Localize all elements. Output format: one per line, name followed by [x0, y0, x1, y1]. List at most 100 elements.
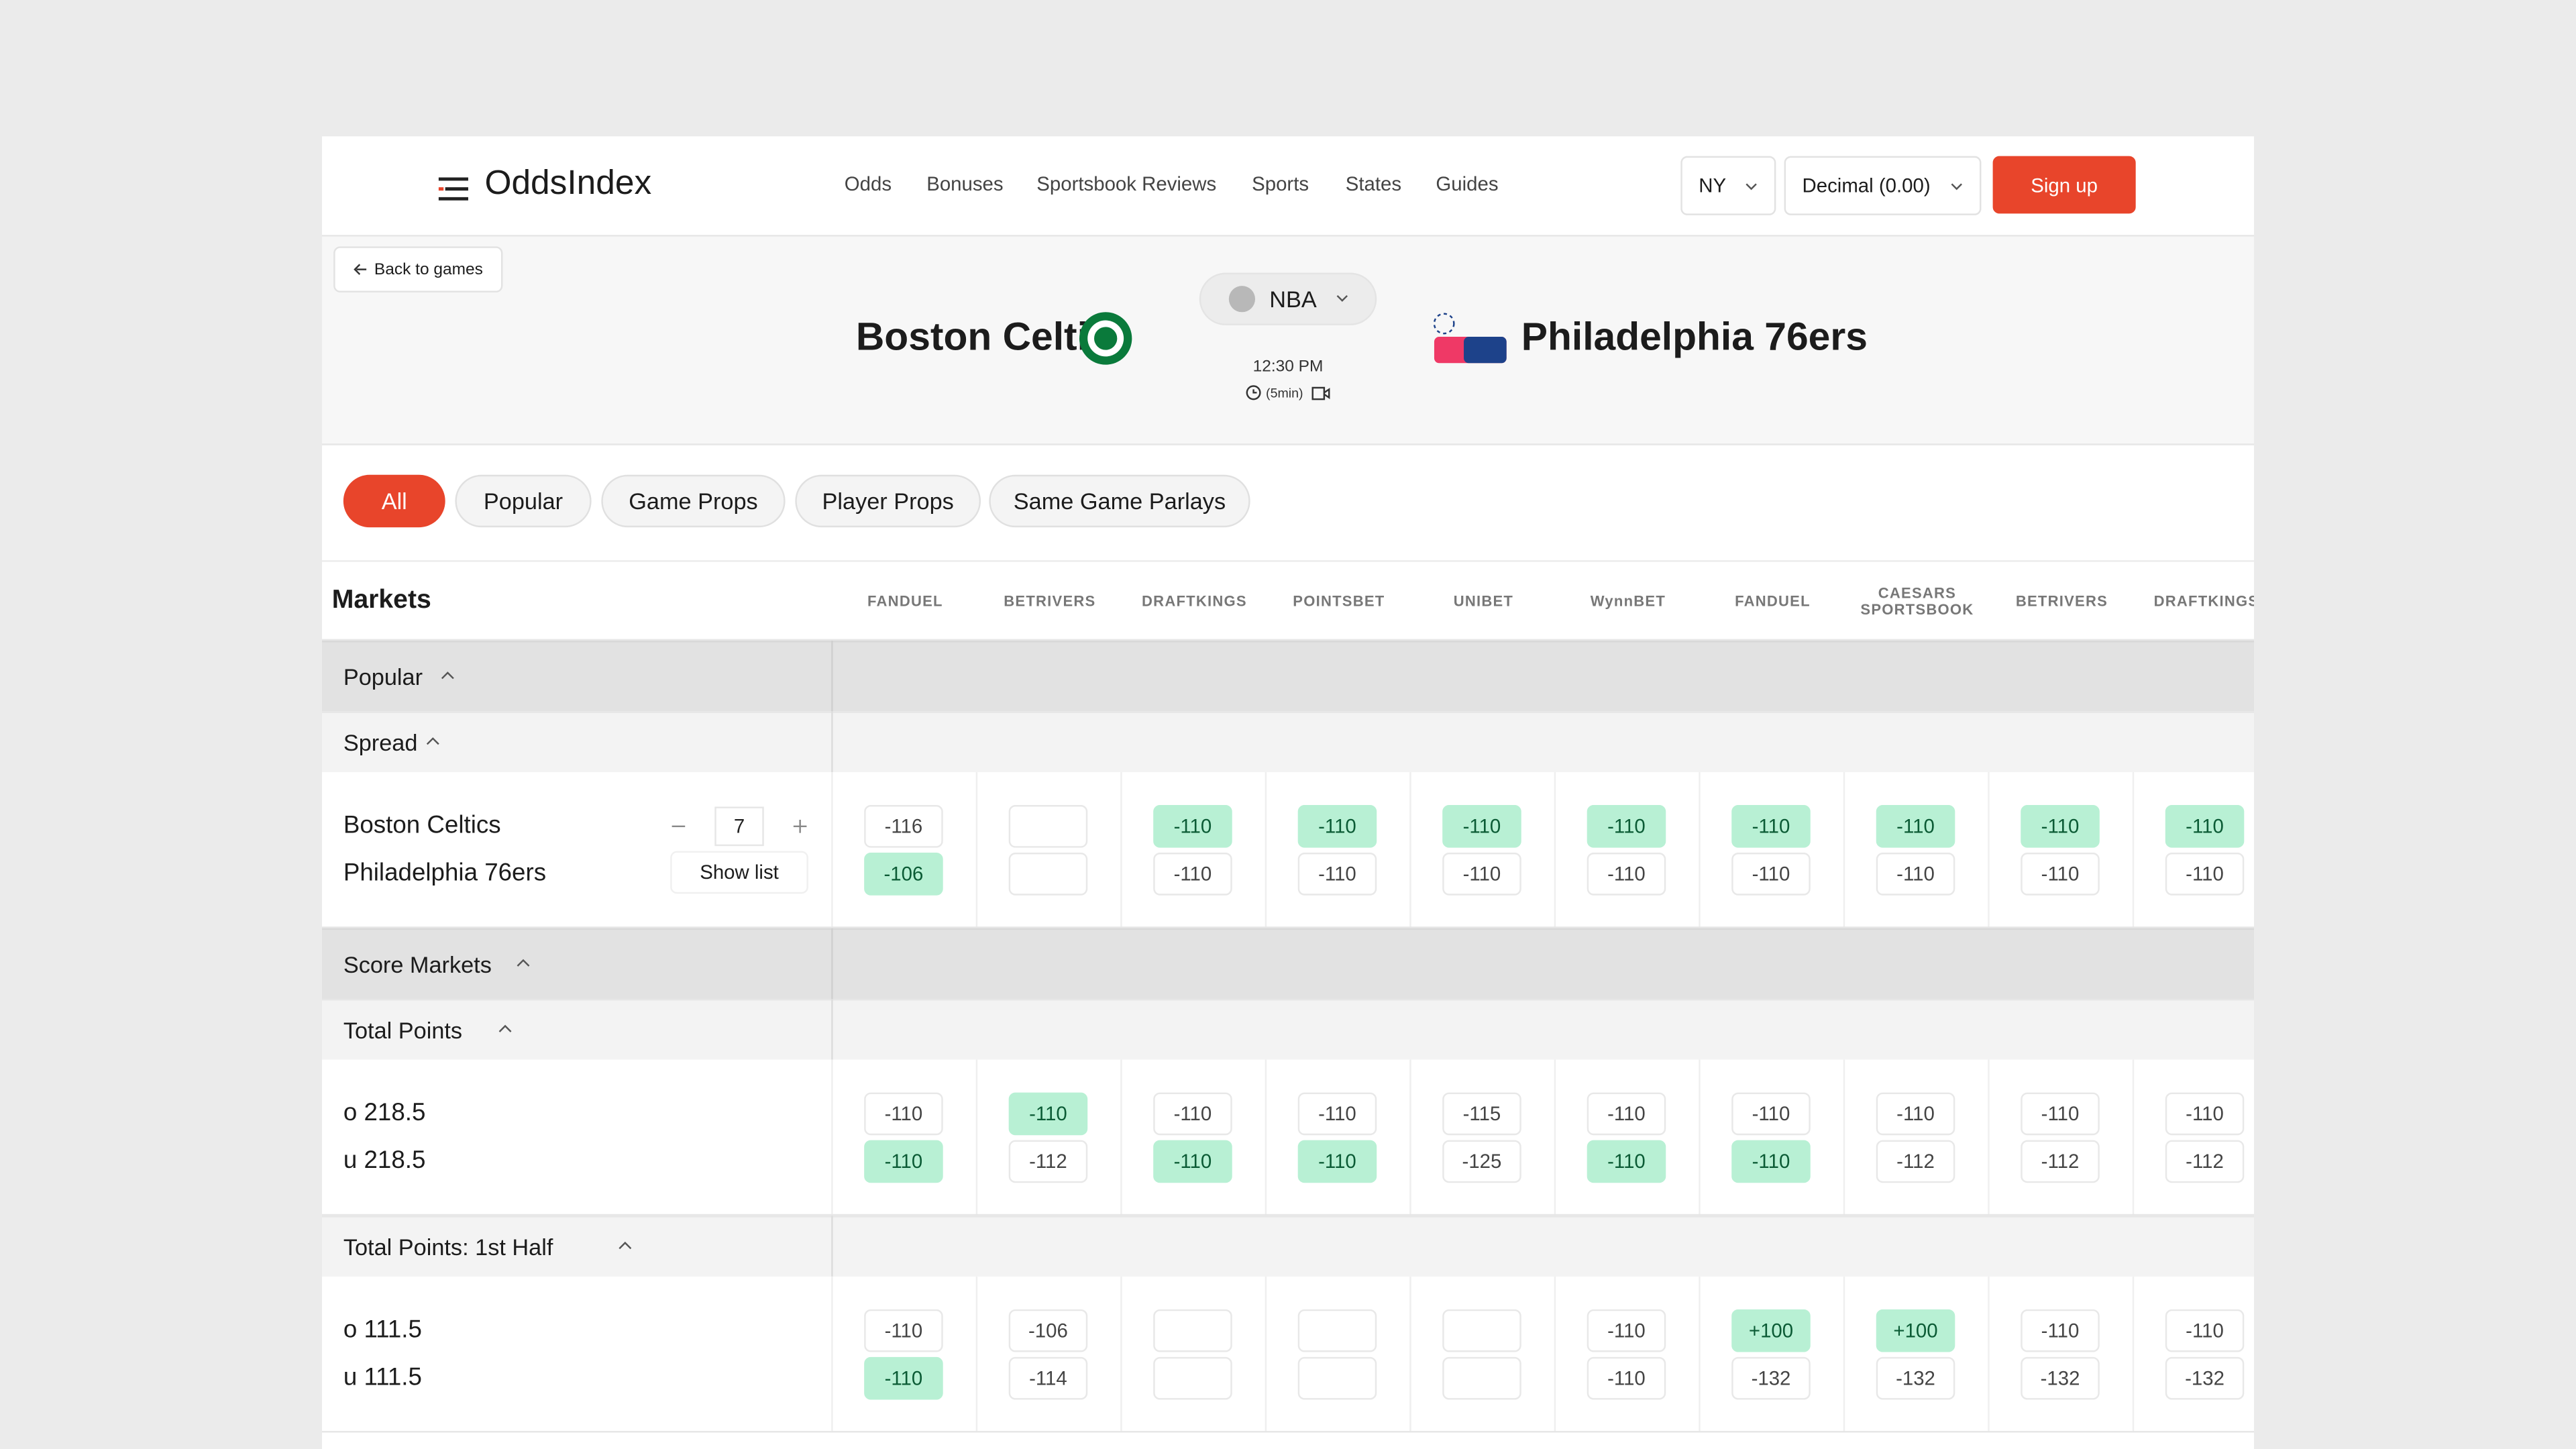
- filter-tab[interactable]: All: [343, 474, 445, 528]
- odds-button[interactable]: -110: [1297, 805, 1377, 848]
- odds-button[interactable]: -110: [1731, 853, 1811, 896]
- odds-button-empty: [1442, 1356, 1521, 1400]
- odds-button[interactable]: -110: [1876, 1092, 1955, 1136]
- nav-link[interactable]: Odds: [844, 172, 892, 196]
- odds-button[interactable]: -110: [2021, 853, 2100, 896]
- odds-button[interactable]: -110: [2165, 805, 2245, 848]
- odds-button[interactable]: -110: [1587, 1356, 1666, 1400]
- sportsbook-logo[interactable]: UNIBET: [1453, 593, 1514, 610]
- odds-button[interactable]: -110: [2021, 1092, 2100, 1136]
- region-select[interactable]: NY: [1680, 156, 1776, 215]
- odds-button[interactable]: -110: [1731, 1092, 1811, 1136]
- filter-tab[interactable]: Same Game Parlays: [989, 474, 1250, 528]
- sportsbook-logo[interactable]: CAESARS SPORTSBOOK: [1860, 584, 1974, 618]
- sportsbook-logo[interactable]: FANDUEL: [1735, 593, 1811, 610]
- odds-button[interactable]: -110: [1008, 1092, 1088, 1136]
- increment[interactable]: [792, 818, 808, 835]
- odds-button[interactable]: -110: [864, 1140, 943, 1183]
- sportsbook-logo[interactable]: FANDUEL: [867, 593, 943, 610]
- filter-tab[interactable]: Game Props: [601, 474, 786, 528]
- column-divider: [1120, 772, 1122, 928]
- market-title[interactable]: Total Points: [343, 1016, 463, 1044]
- filter-tab[interactable]: Player Props: [795, 474, 981, 528]
- odds-button[interactable]: -110: [1297, 1140, 1377, 1183]
- show-list-button[interactable]: Show list: [670, 851, 808, 894]
- odds-button[interactable]: -112: [1876, 1140, 1955, 1183]
- odds-button[interactable]: -110: [1587, 1092, 1666, 1136]
- odds-button[interactable]: -110: [1587, 1309, 1666, 1352]
- odds-button[interactable]: -132: [1731, 1356, 1811, 1400]
- odds-button[interactable]: -106: [1008, 1309, 1088, 1352]
- league-icon: [1228, 286, 1255, 313]
- odds-button[interactable]: -125: [1442, 1140, 1521, 1183]
- sportsbook-logo[interactable]: POINTSBET: [1293, 593, 1385, 610]
- odds-button[interactable]: -110: [1153, 1092, 1232, 1136]
- odds-button[interactable]: -110: [2165, 1092, 2245, 1136]
- odds-button[interactable]: -110: [864, 1356, 943, 1400]
- format-select[interactable]: Decimal (0.00): [1784, 156, 1982, 215]
- odds-button[interactable]: -112: [1008, 1140, 1088, 1183]
- decrement[interactable]: [670, 818, 686, 835]
- odds-button[interactable]: -110: [1153, 853, 1232, 896]
- odds-button[interactable]: -110: [1153, 1140, 1232, 1183]
- odds-button[interactable]: -110: [1297, 853, 1377, 896]
- away-logo: [1433, 313, 1507, 364]
- odds-button[interactable]: -110: [2165, 853, 2245, 896]
- odds-button[interactable]: -110: [1587, 805, 1666, 848]
- line-value[interactable]: 7: [714, 806, 764, 847]
- nav-link[interactable]: Bonuses: [926, 172, 1004, 196]
- sportsbook-logo[interactable]: DRAFTKINGS: [2153, 593, 2255, 610]
- odds-button[interactable]: -112: [2021, 1140, 2100, 1183]
- odds-button[interactable]: -110: [1297, 1092, 1377, 1136]
- odds-button[interactable]: -132: [2165, 1356, 2245, 1400]
- odds-button[interactable]: +100: [1876, 1309, 1955, 1352]
- odds-button[interactable]: -110: [2165, 1309, 2245, 1352]
- odds-button[interactable]: -112: [2165, 1140, 2245, 1183]
- odds-button[interactable]: -114: [1008, 1356, 1088, 1400]
- odds-button[interactable]: -110: [864, 1309, 943, 1352]
- filter-tab[interactable]: Popular: [455, 474, 592, 528]
- sportsbook-logo[interactable]: BETRIVERS: [2015, 593, 2108, 610]
- odds-button[interactable]: -110: [1876, 853, 1955, 896]
- odds-button[interactable]: -106: [864, 853, 943, 896]
- odds-button[interactable]: -110: [1442, 853, 1521, 896]
- odds-button[interactable]: +100: [1731, 1309, 1811, 1352]
- sportsbook-logo[interactable]: DRAFTKINGS: [1142, 593, 1247, 610]
- odds-button[interactable]: -132: [2021, 1356, 2100, 1400]
- group-title[interactable]: Popular: [343, 663, 423, 690]
- column-divider: [1554, 772, 1556, 928]
- nav-link[interactable]: States: [1345, 172, 1402, 196]
- market-title[interactable]: Spread: [343, 729, 418, 756]
- markets-header: Markets: [331, 586, 431, 614]
- back-button[interactable]: Back to games: [333, 246, 503, 292]
- odds-button[interactable]: -115: [1442, 1092, 1521, 1136]
- odds-button[interactable]: -110: [2021, 805, 2100, 848]
- signup-button[interactable]: Sign up: [1992, 156, 2136, 214]
- selection-label: Boston Celtics: [343, 811, 501, 840]
- odds-button[interactable]: -110: [1876, 805, 1955, 848]
- sportsbook-logo[interactable]: BETRIVERS: [1004, 593, 1096, 610]
- group-title[interactable]: Score Markets: [343, 951, 492, 978]
- odds-button[interactable]: -116: [864, 805, 943, 848]
- column-divider: [2132, 772, 2135, 928]
- nav-link[interactable]: Sportsbook Reviews: [1036, 172, 1217, 196]
- logo[interactable]: OddsIndex: [484, 164, 652, 203]
- odds-button[interactable]: -110: [2021, 1309, 2100, 1352]
- odds-button[interactable]: -132: [1876, 1356, 1955, 1400]
- line-stepper: 7: [670, 805, 808, 848]
- odds-button[interactable]: -110: [864, 1092, 943, 1136]
- column-divider: [1988, 1276, 1990, 1433]
- selection-label: o 218.5: [343, 1099, 426, 1128]
- nav-link[interactable]: Guides: [1436, 172, 1499, 196]
- column-divider: [831, 1059, 833, 1216]
- odds-button[interactable]: -110: [1587, 853, 1666, 896]
- odds-button[interactable]: -110: [1731, 1140, 1811, 1183]
- nav-link[interactable]: Sports: [1252, 172, 1309, 196]
- league-select[interactable]: NBA: [1199, 272, 1377, 325]
- odds-button[interactable]: -110: [1442, 805, 1521, 848]
- odds-button[interactable]: -110: [1153, 805, 1232, 848]
- sportsbook-logo[interactable]: WynnBET: [1590, 593, 1666, 610]
- odds-button[interactable]: -110: [1587, 1140, 1666, 1183]
- market-title[interactable]: Total Points: 1st Half: [343, 1234, 553, 1260]
- odds-button[interactable]: -110: [1731, 805, 1811, 848]
